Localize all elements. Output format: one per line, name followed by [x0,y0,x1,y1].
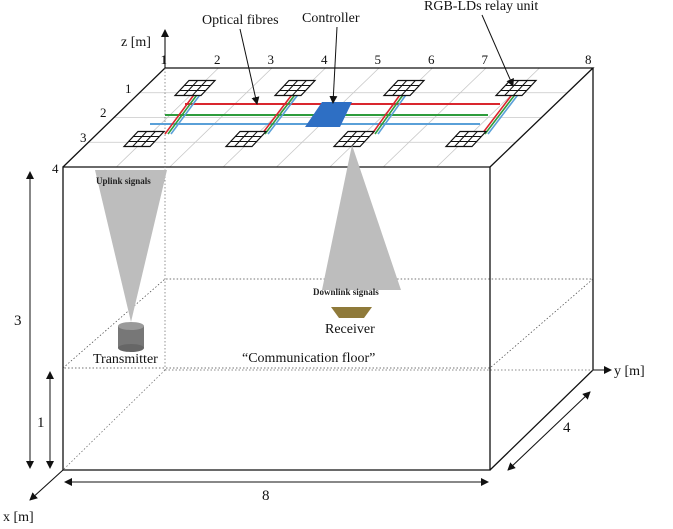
column-number-label: 1 [161,52,168,67]
fibre-branch [264,91,298,135]
communication-floor-label: “Communication floor” [242,351,375,366]
depth-dimension [507,391,591,471]
fibre-branch [374,91,406,135]
uplink-label: Uplink signals [96,176,151,186]
column-number-label: 8 [585,52,592,67]
relay-units [122,79,538,148]
row-number-label: 1 [125,81,132,96]
x-axis-line [29,469,64,501]
row-number-label: 3 [80,130,87,145]
relay-unit-icon [382,79,426,97]
fibre-branch [261,91,295,135]
fibre-branch [167,91,200,135]
height-label: 3 [14,313,22,329]
fibre-branch [484,91,518,135]
transmitter-icon [118,322,144,352]
relay-unit-icon [273,79,317,97]
column-number-label: 2 [214,52,221,67]
relay-unit-icon [173,79,217,97]
fibre-branch [377,91,409,135]
width-label: 8 [262,488,270,504]
downlink-beam [322,145,401,290]
axes [29,29,612,501]
fibre-branch [371,91,403,135]
z-axis-label: z [m] [121,35,151,50]
right-face-edges [489,68,594,471]
depth-label: 4 [563,420,571,436]
row-number-label: 4 [52,161,59,176]
optical-fibres-label: Optical fibres [202,13,279,28]
relay-unit-label: RGB-LDs relay unit [424,0,538,14]
receiver-icon [331,307,372,318]
hidden-edges [62,68,593,471]
relay-unit-icon [332,130,376,148]
dimension-lines [26,171,591,486]
fibre-branch [487,91,521,135]
controller-box [305,102,352,127]
column-number-label: 7 [482,52,489,67]
fibre-branch [164,91,197,135]
top-face-back-edges [62,67,595,168]
downlink-label: Downlink signals [313,287,379,297]
relay-unit-icon [444,130,488,148]
relay-unit-icon [494,79,538,97]
x-axis-label: x [m] [3,510,34,525]
fibre-branch [170,91,203,135]
row-number-label: 2 [100,105,107,120]
column-number-label: 6 [428,52,435,67]
uplink-beam [95,170,167,322]
controller-label: Controller [302,11,360,26]
transmitter-label: Transmitter [93,352,158,367]
relay-unit-icon [224,130,268,148]
callout-leaders [239,14,514,105]
floor-height-label: 1 [37,415,45,431]
receiver-label: Receiver [325,322,375,337]
fibre-branch [481,91,515,135]
y-axis-label: y [m] [614,364,645,379]
column-number-label: 3 [268,52,275,67]
relay-unit-icon [122,130,166,148]
fibre-branch [267,91,301,135]
column-number-label: 4 [321,52,328,67]
column-number-label: 5 [375,52,382,67]
